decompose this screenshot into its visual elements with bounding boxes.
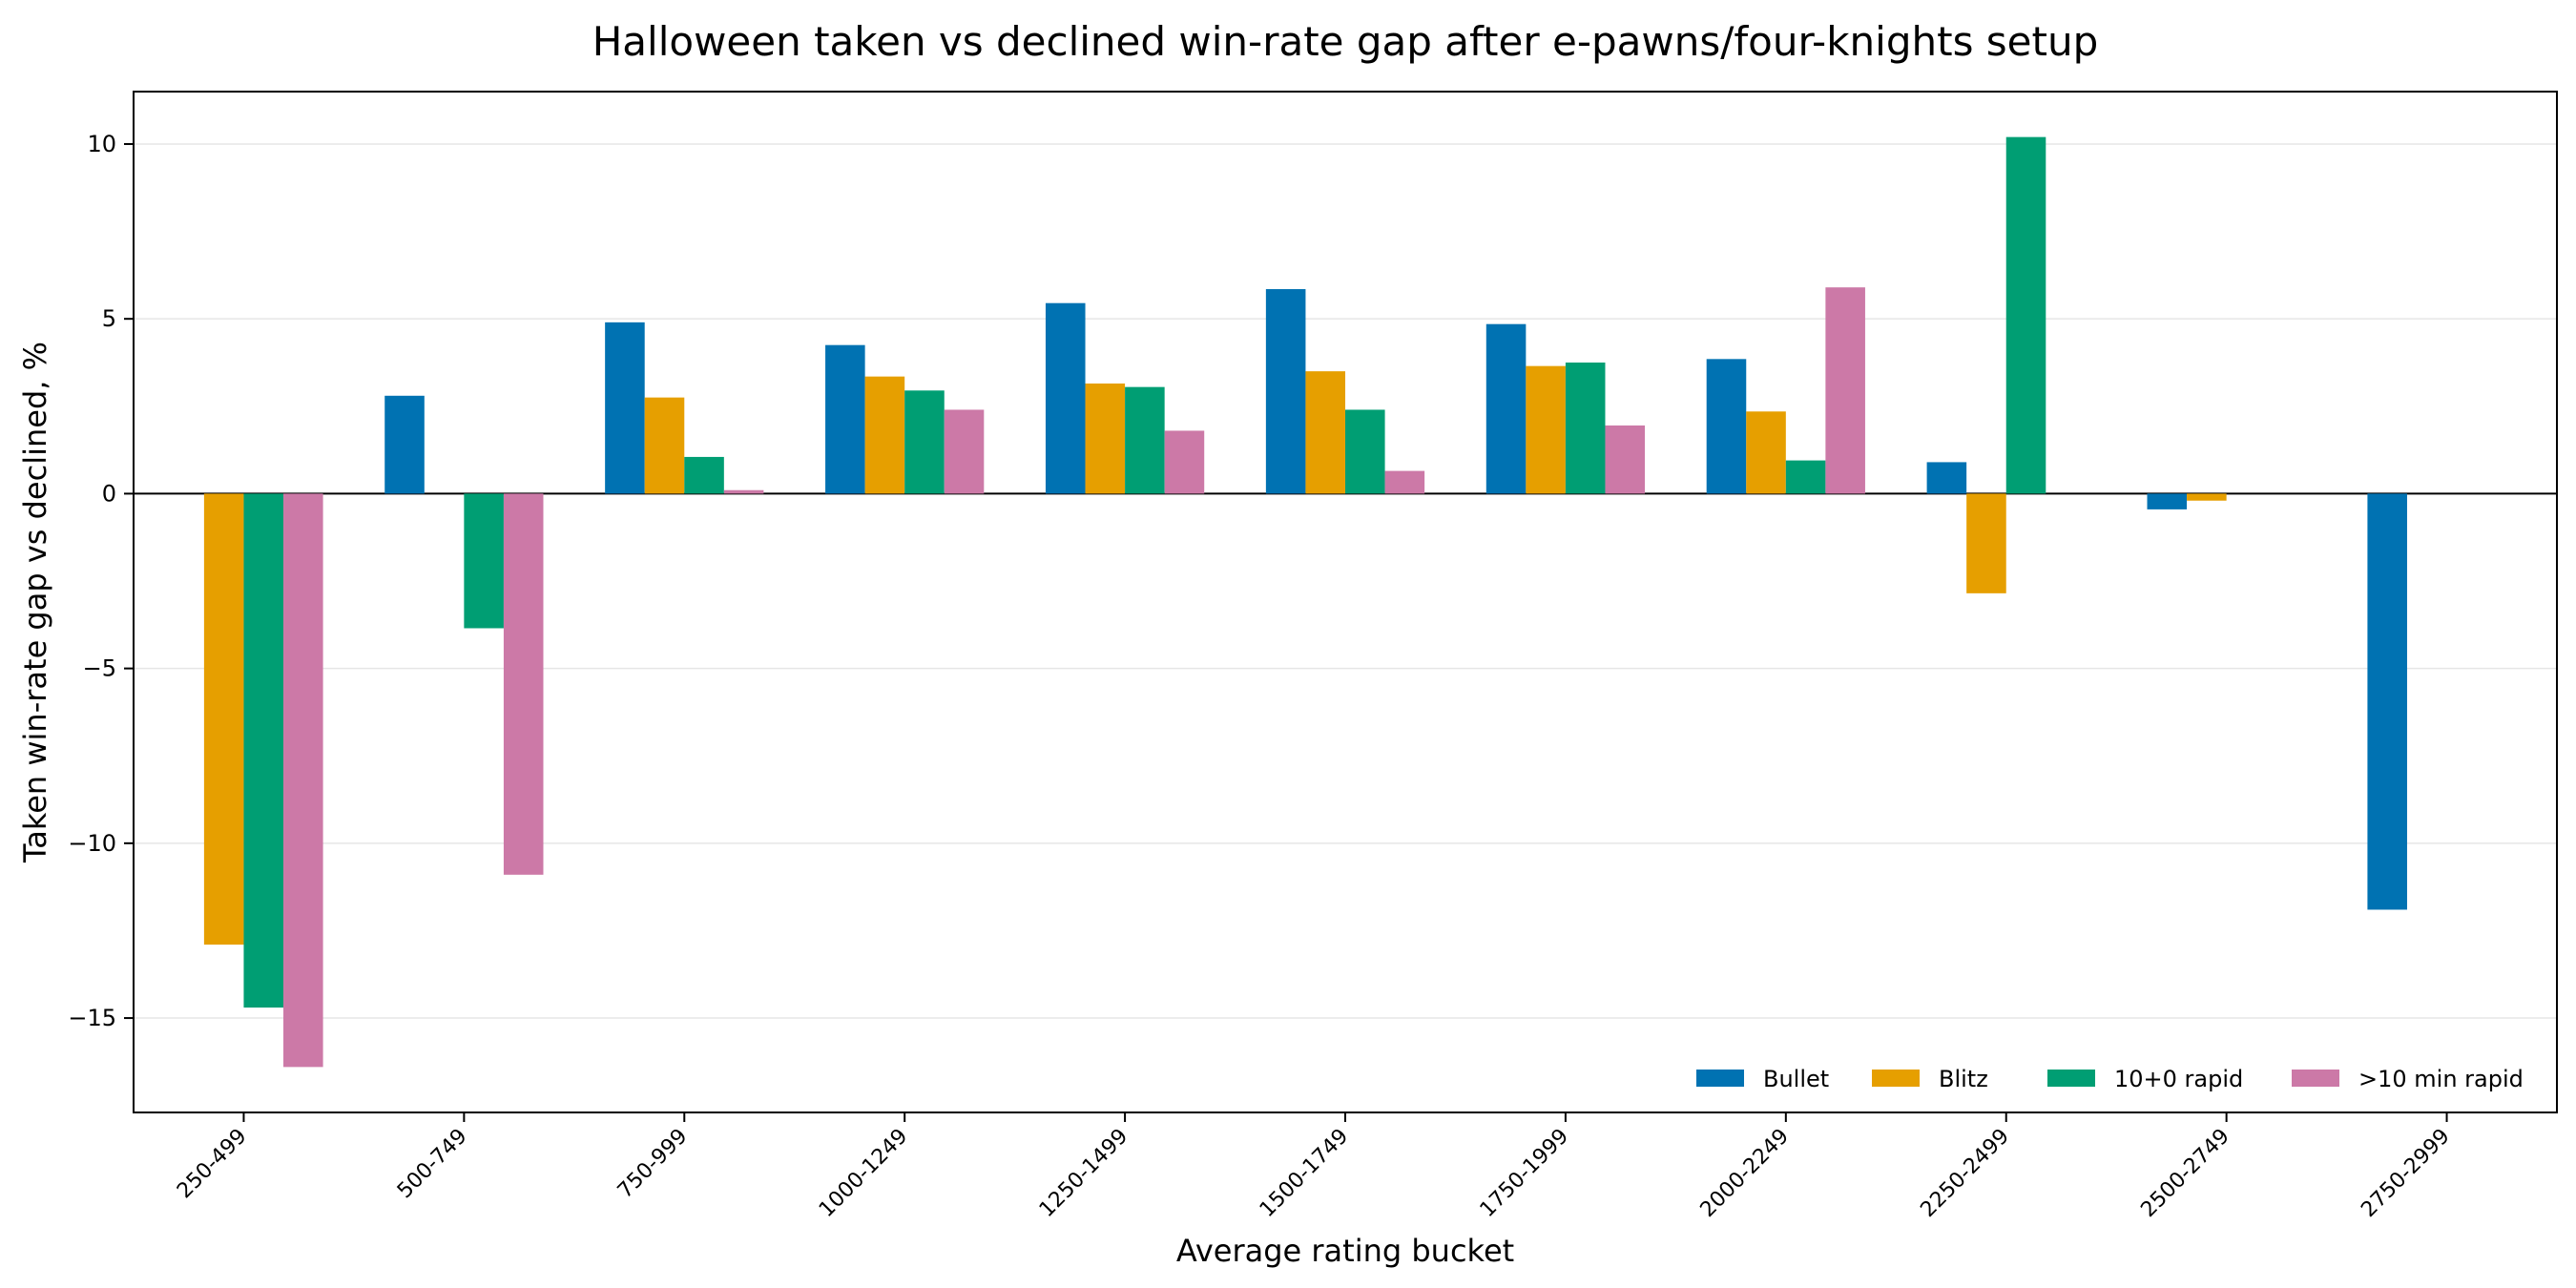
- bar: [2147, 493, 2188, 509]
- y-axis-label: Taken win-rate gap vs declined, %: [17, 342, 53, 863]
- bar: [723, 489, 764, 494]
- bar: [1926, 462, 1967, 494]
- bar: [1485, 323, 1527, 494]
- y-tick-label: 5: [102, 305, 116, 332]
- bar: [1605, 425, 1646, 494]
- bar: [384, 395, 425, 494]
- bars: [203, 136, 2407, 1068]
- bar: [1746, 411, 1786, 494]
- bar: [1966, 493, 2006, 593]
- x-tick-label: 750-999: [613, 1125, 693, 1204]
- bar: [464, 493, 504, 629]
- y-tick-label: −5: [83, 655, 116, 682]
- bar: [203, 493, 244, 945]
- bar: [1565, 362, 1606, 494]
- bar: [1045, 302, 1086, 494]
- bar: [1305, 371, 1345, 494]
- bar: [2187, 493, 2227, 501]
- bar: [283, 493, 323, 1068]
- bar: [1085, 383, 1126, 494]
- x-tick-label: 2000-2249: [1696, 1125, 1794, 1222]
- bar: [684, 456, 724, 494]
- y-tick-label: 10: [87, 131, 116, 157]
- bar: [1706, 359, 1747, 494]
- bar: [1526, 365, 1566, 494]
- legend: Bullet Blitz 10+0 rapid >10 min rapid: [1696, 1066, 2524, 1092]
- legend-label: >10 min rapid: [2358, 1066, 2524, 1092]
- legend-label: Bullet: [1763, 1066, 1829, 1092]
- legend-swatch: [2047, 1070, 2095, 1087]
- bar: [1785, 460, 1826, 494]
- bar: [1125, 386, 1165, 494]
- bar: [1825, 287, 1865, 494]
- bar: [825, 344, 865, 494]
- x-tick-label: 2500-2749: [2136, 1125, 2233, 1222]
- legend-label: Blitz: [1939, 1066, 1988, 1092]
- bar: [944, 409, 985, 494]
- y-tick-label: 0: [102, 480, 116, 507]
- bar: [1265, 289, 1306, 494]
- bar: [1384, 470, 1425, 494]
- y-tick-label: −10: [68, 830, 116, 857]
- x-axis-label: Average rating bucket: [1176, 1233, 1514, 1269]
- y-tick-label: −15: [68, 1005, 116, 1031]
- x-tick-label: 1250-1499: [1035, 1125, 1132, 1222]
- x-tick-label: 250-499: [173, 1125, 252, 1204]
- bar: [503, 493, 544, 875]
- x-axis-ticks: 250-499 500-749 750-999 1000-1249 1250-1499 1…: [173, 1112, 2455, 1222]
- legend-swatch: [2292, 1070, 2339, 1087]
- x-tick-label: 1000-1249: [815, 1125, 912, 1222]
- chart-title: Halloween taken vs declined win-rate gap…: [592, 18, 2099, 65]
- x-tick-label: 500-749: [393, 1125, 472, 1204]
- x-tick-label: 2750-2999: [2357, 1125, 2454, 1222]
- legend-swatch: [1696, 1070, 1744, 1087]
- x-tick-label: 2250-2499: [1916, 1125, 2013, 1222]
- bar: [1345, 409, 1385, 494]
- bar: [864, 376, 905, 494]
- legend-label: 10+0 rapid: [2114, 1066, 2243, 1092]
- bar: [644, 397, 685, 494]
- bar: [904, 390, 945, 494]
- x-tick-label: 1500-1749: [1256, 1125, 1353, 1222]
- bar: [2005, 136, 2046, 494]
- bar: [1164, 430, 1205, 494]
- x-tick-label: 1750-1999: [1476, 1125, 1573, 1222]
- bar: [2367, 493, 2407, 910]
- y-axis-ticks: −15 −10 −5 0 5 10: [68, 131, 134, 1031]
- legend-swatch: [1872, 1070, 1920, 1087]
- bar: [243, 493, 284, 1008]
- bar: [605, 322, 645, 494]
